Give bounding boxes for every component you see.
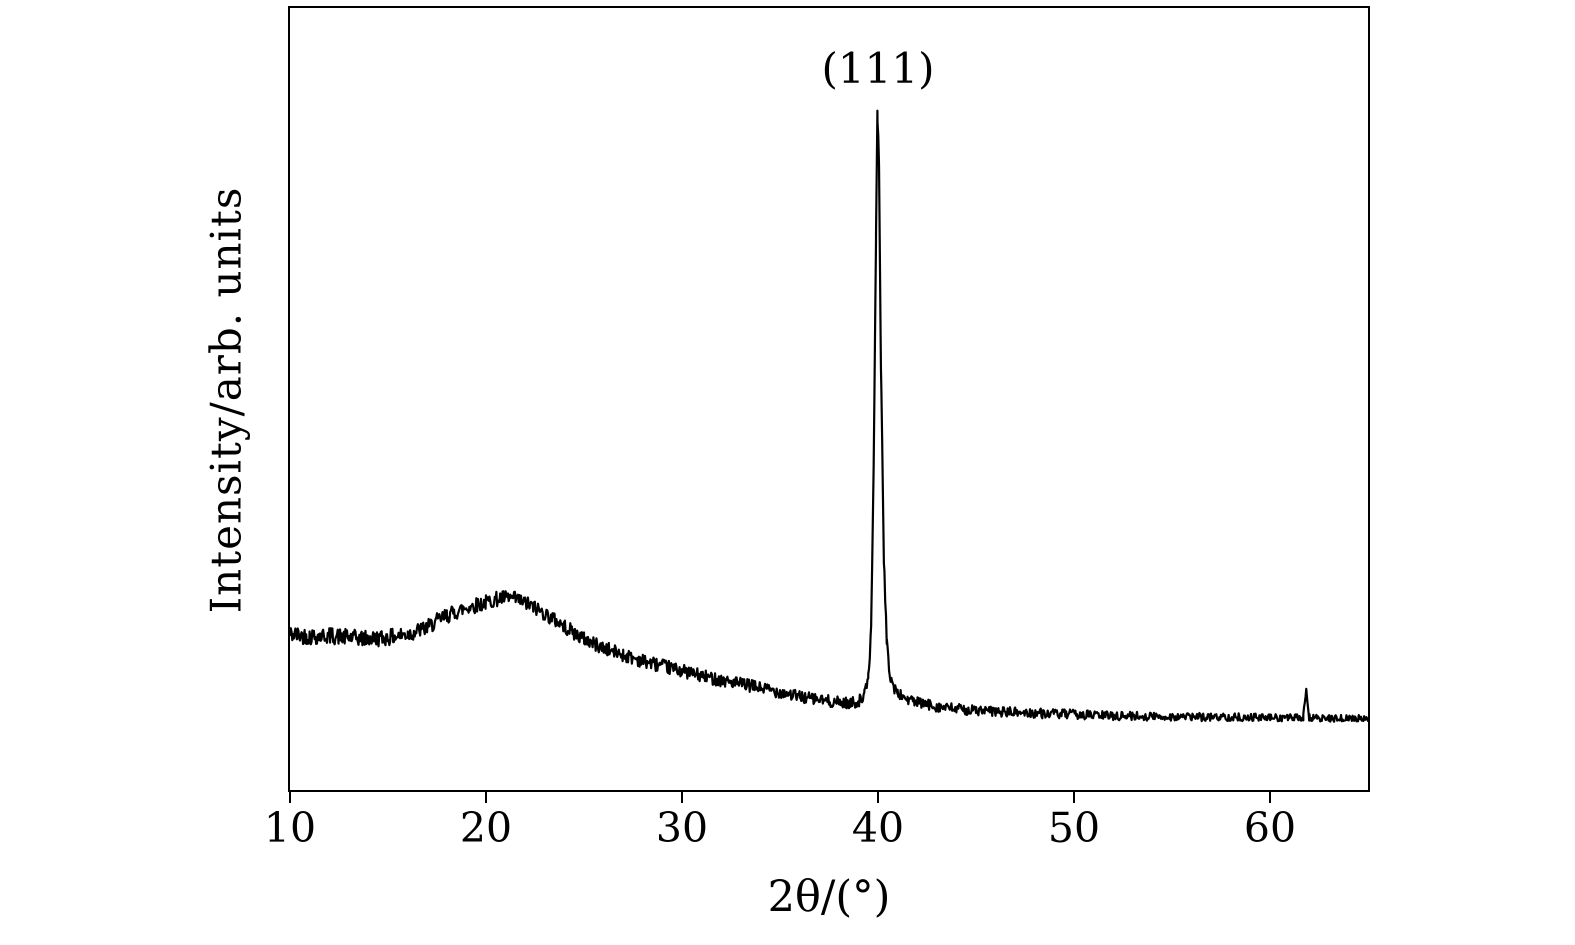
- x-tick-mark: [877, 792, 879, 803]
- x-tick-mark: [1269, 792, 1271, 803]
- x-tick-label: 20: [459, 804, 513, 852]
- x-tick-label: 30: [655, 804, 709, 852]
- x-tick-mark: [485, 792, 487, 803]
- x-tick-label: 40: [851, 804, 905, 852]
- plot-area: (111): [288, 6, 1370, 792]
- x-axis-label: 2θ/(°): [767, 872, 891, 922]
- x-tick-label: 60: [1243, 804, 1297, 852]
- x-tick-label: 10: [263, 804, 317, 852]
- x-tick-mark: [681, 792, 683, 803]
- xrd-trace: [288, 109, 1370, 723]
- y-axis-label: Intensity/arb. units: [201, 186, 251, 614]
- x-tick-label: 50: [1047, 804, 1101, 852]
- peak-111-annotation: (111): [821, 44, 935, 93]
- xrd-curve-canvas: [288, 109, 1370, 723]
- x-tick-mark: [1073, 792, 1075, 803]
- x-tick-mark: [289, 792, 291, 803]
